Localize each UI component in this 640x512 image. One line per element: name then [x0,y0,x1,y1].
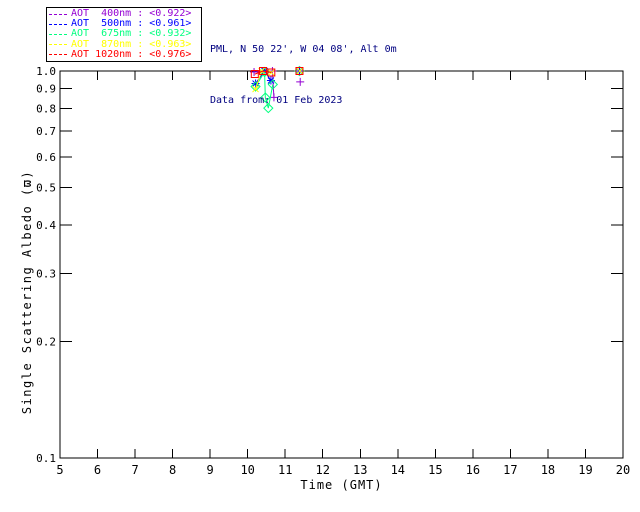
legend-entry-400nm: AOT 400nm : <0.922> [49,9,200,19]
x-tick-label: 9 [207,463,214,477]
data-point-asterisk [266,76,275,85]
legend-label: AOT 675nm : <0.932> [71,28,192,40]
legend-entry-1020nm: AOT 1020nm : <0.976> [49,48,200,60]
x-tick-label: 15 [428,463,442,477]
legend-dash-sample [49,23,67,25]
x-axis-label: Time (GMT) [300,478,382,492]
legend-entry-870nm: AOT 870nm : <0.963> [49,38,200,50]
series-line [254,70,272,75]
series-line [255,70,274,109]
data-point-x [296,67,304,75]
x-tick-label: 13 [353,463,367,477]
x-tick-label: 11 [278,463,292,477]
y-tick-label: 1.0 [36,65,56,78]
x-axis-ticks: 5 6 7 8 9 10 11 12 13 14 15 16 17 18 19 20 [56,71,630,477]
data-point-plus [296,77,305,86]
data-point-diamond [260,92,271,103]
data-point-x [267,69,275,76]
y-axis-label: Single Scattering Albedo (ϖ) [20,170,34,414]
data-point-square [267,68,276,77]
legend-entry-675nm: AOT 675nm : <0.932> [49,29,200,39]
y-tick-label: 0.8 [36,103,56,116]
x-tick-label: 7 [131,463,138,477]
plot-frame [59,70,624,459]
y-tick-label: 0.1 [36,452,56,465]
data-point-x [252,85,259,93]
data-point-diamond [267,79,279,90]
y-tick-label: 0.3 [36,267,56,280]
x-tick-label: 8 [169,463,176,477]
site-location-text: PML, N 50 22', W 04 08', Alt 0m [210,44,397,55]
x-tick-label: 18 [541,463,555,477]
data-point-asterisk [251,79,260,88]
y-tick-label: 0.6 [36,151,56,164]
header-block: PML, N 50 22', W 04 08', Alt 0m Data fro… [210,7,397,126]
data-point-diamond [250,81,261,92]
data-date-text: Data from: 01 Feb 2023 [210,95,343,106]
legend-label: AOT 870nm : <0.963> [71,38,192,50]
x-tick-label: 19 [578,463,592,477]
legend-box: AOT 400nm : <0.922> AOT 500nm : <0.961> AO… [46,7,202,62]
x-tick-label: 20 [616,463,630,477]
x-tick-label: 6 [94,463,101,477]
legend-dash-sample [49,44,67,46]
y-tick-label: 0.7 [36,125,56,138]
data-point-square [250,70,259,79]
y-tick-label: 0.4 [36,219,56,232]
data-point-square [259,67,268,75]
legend-label: AOT 400nm : <0.922> [71,8,192,20]
x-tick-label: 14 [391,463,405,477]
y-axis-ticks: 1.0 0.9 0.8 0.7 0.6 0.5 0.4 0.3 0.2 0.1 [36,65,623,465]
data-point-square [295,67,304,75]
y-tick-label: 0.9 [36,83,56,96]
legend-label: AOT 1020nm : <0.976> [71,48,192,60]
legend-dash-sample [49,13,67,15]
legend-dash-sample [49,33,67,35]
x-tick-label: 16 [466,463,480,477]
legend-entry-500nm: AOT 500nm : <0.961> [49,19,200,29]
x-tick-label: 5 [56,463,63,477]
y-tick-label: 0.2 [36,336,56,349]
x-tick-label: 10 [240,463,254,477]
x-tick-label: 12 [316,463,330,477]
legend-dash-sample [49,54,67,56]
data-point-diamond [263,102,274,114]
x-tick-label: 17 [503,463,517,477]
data-point-plus [269,93,278,102]
y-tick-label: 0.5 [36,181,56,194]
series-aot-1020nm [250,67,304,79]
legend-label: AOT 500nm : <0.961> [71,18,192,30]
